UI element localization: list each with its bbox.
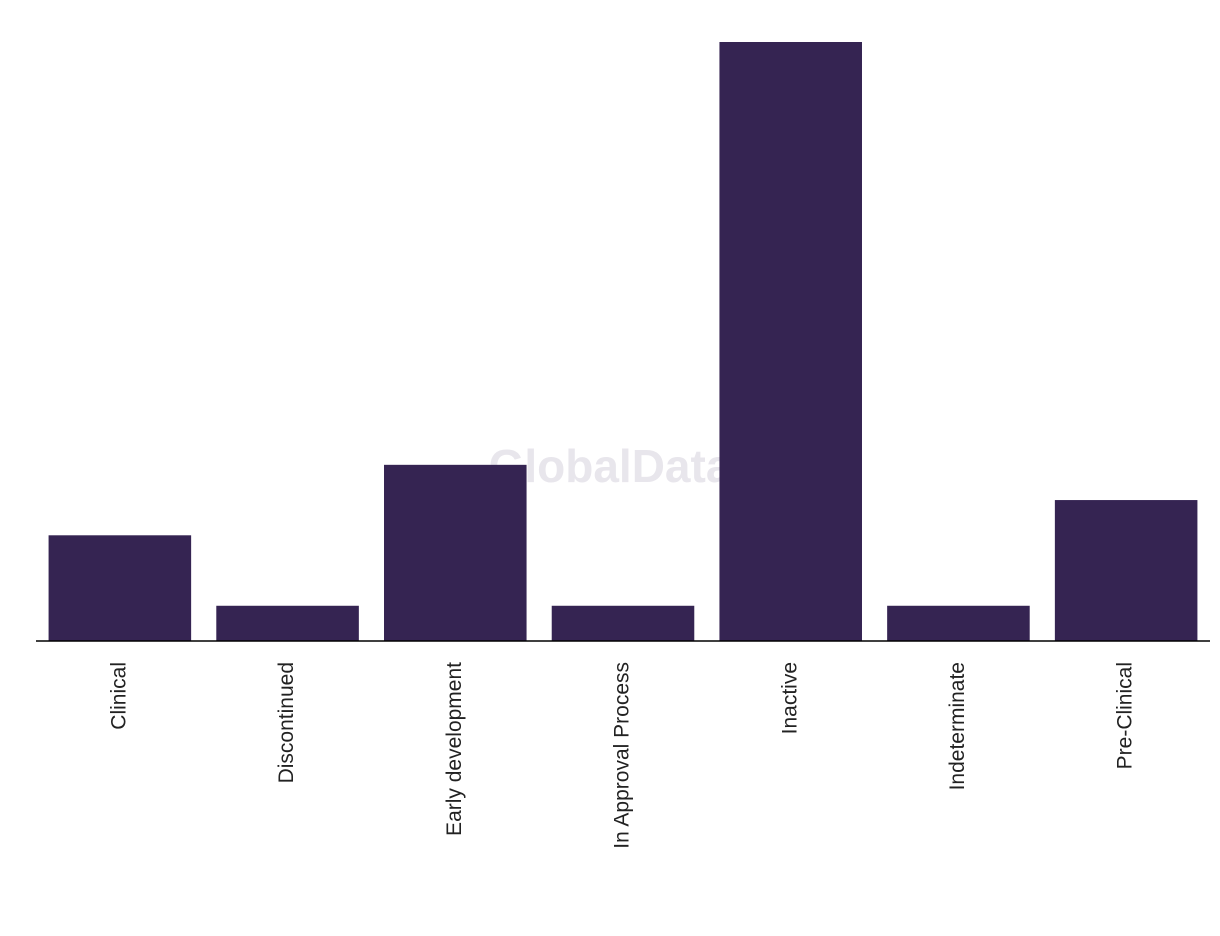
bar <box>887 605 1030 641</box>
watermark: GlobalData <box>489 440 732 492</box>
x-tick-label: Indeterminate <box>946 662 969 790</box>
x-tick-label: Early development <box>443 662 466 836</box>
bar <box>48 535 192 641</box>
bar <box>551 605 695 641</box>
x-tick-label: In Approval Process <box>611 662 634 849</box>
x-tick-label: Pre-Clinical <box>1114 662 1137 769</box>
bar <box>1054 500 1198 641</box>
bar <box>384 464 527 641</box>
x-tick-label: Inactive <box>778 662 801 734</box>
bar <box>719 42 862 641</box>
bar <box>216 605 359 641</box>
x-tick-label: Clinical <box>107 662 130 730</box>
x-tick-label: Discontinued <box>275 662 298 783</box>
